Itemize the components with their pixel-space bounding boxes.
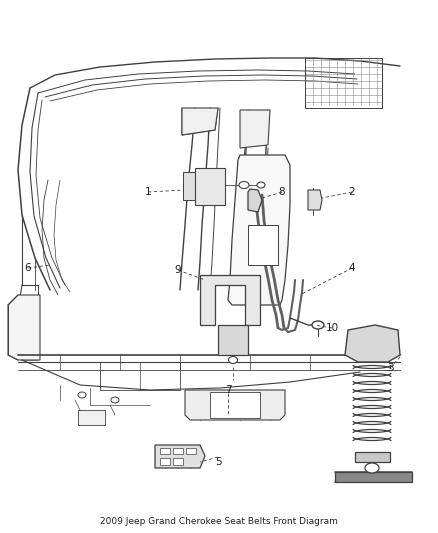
Text: 9: 9: [175, 265, 181, 275]
Polygon shape: [218, 325, 248, 355]
Polygon shape: [200, 275, 260, 325]
Polygon shape: [160, 448, 170, 454]
Polygon shape: [160, 458, 170, 465]
Polygon shape: [195, 168, 225, 205]
Text: 6: 6: [25, 263, 31, 273]
Polygon shape: [248, 225, 278, 265]
Ellipse shape: [229, 357, 237, 364]
Polygon shape: [355, 452, 390, 462]
Text: 2009 Jeep Grand Cherokee Seat Belts Front Diagram: 2009 Jeep Grand Cherokee Seat Belts Fron…: [100, 516, 338, 526]
Text: 8: 8: [279, 187, 285, 197]
Ellipse shape: [365, 463, 379, 473]
Polygon shape: [335, 472, 412, 482]
Polygon shape: [183, 172, 195, 200]
Polygon shape: [248, 189, 262, 212]
Polygon shape: [186, 448, 196, 454]
Polygon shape: [173, 448, 183, 454]
Ellipse shape: [257, 182, 265, 188]
Polygon shape: [308, 190, 322, 210]
Ellipse shape: [78, 392, 86, 398]
Ellipse shape: [312, 321, 324, 329]
Polygon shape: [185, 390, 285, 420]
Polygon shape: [155, 445, 205, 468]
Text: 1: 1: [145, 187, 151, 197]
Text: 10: 10: [325, 323, 339, 333]
Polygon shape: [8, 295, 40, 360]
Text: 2: 2: [349, 187, 355, 197]
Polygon shape: [240, 110, 270, 148]
Text: 7: 7: [225, 385, 231, 395]
Polygon shape: [182, 108, 218, 135]
Polygon shape: [173, 458, 183, 465]
Ellipse shape: [111, 397, 119, 403]
Polygon shape: [210, 392, 260, 418]
Polygon shape: [345, 325, 400, 362]
Polygon shape: [78, 410, 105, 425]
Text: 5: 5: [215, 457, 221, 467]
Ellipse shape: [239, 182, 249, 189]
Text: 4: 4: [349, 263, 355, 273]
Polygon shape: [228, 155, 290, 305]
Text: 3: 3: [387, 363, 393, 373]
